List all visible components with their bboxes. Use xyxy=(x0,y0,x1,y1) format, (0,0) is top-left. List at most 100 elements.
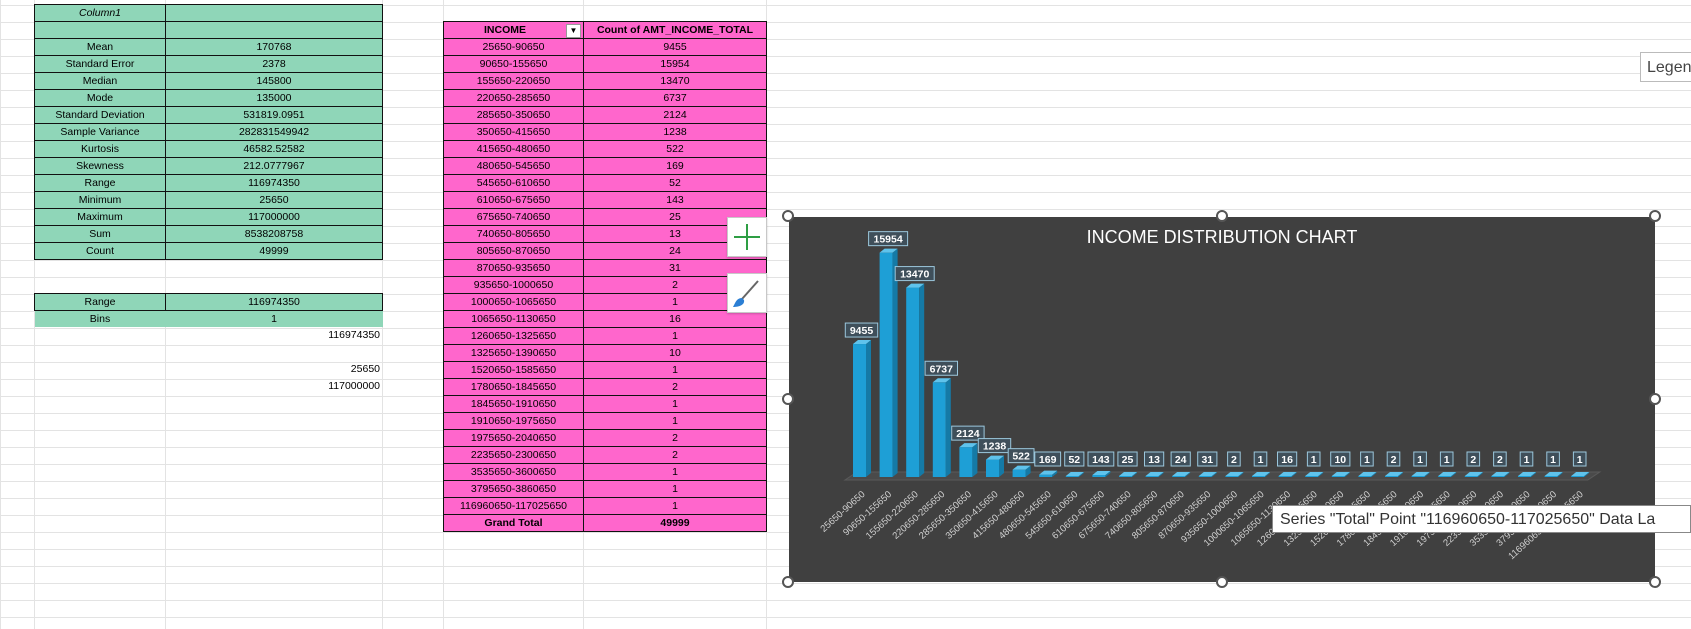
stats-value[interactable]: 135000 xyxy=(165,89,383,107)
bar[interactable] xyxy=(1039,470,1058,477)
stats-value[interactable]: 49999 xyxy=(165,242,383,260)
pivot-count[interactable]: 52 xyxy=(583,174,767,192)
pivot-bin[interactable]: 2235650-2300650 xyxy=(443,446,584,464)
stats-label[interactable]: Maximum xyxy=(34,208,166,226)
pivot-count[interactable]: 10 xyxy=(583,344,767,362)
bar[interactable] xyxy=(1385,472,1403,477)
pivot-count[interactable]: 25 xyxy=(583,208,767,226)
resize-handle[interactable] xyxy=(782,576,794,588)
stats-label[interactable]: Skewness xyxy=(34,157,166,175)
stats-label[interactable]: Sum xyxy=(34,225,166,243)
stats-value[interactable]: 531819.0951 xyxy=(165,106,383,124)
pivot-bin[interactable]: 116960650-117025650 xyxy=(443,497,584,515)
pivot-bin[interactable]: 155650-220650 xyxy=(443,72,584,90)
pivot-bin[interactable]: 1975650-2040650 xyxy=(443,429,584,447)
pivot-bin[interactable]: 675650-740650 xyxy=(443,208,584,226)
pivot-bin[interactable]: 285650-350650 xyxy=(443,106,584,124)
bar[interactable] xyxy=(1012,465,1031,477)
stats-label[interactable]: Range xyxy=(34,174,166,192)
pivot-bin[interactable]: 805650-870650 xyxy=(443,242,584,260)
stats-value[interactable]: 282831549942 xyxy=(165,123,383,141)
data-label[interactable]: 2 xyxy=(1493,451,1507,467)
range-value[interactable]: 116974350 xyxy=(165,293,383,311)
data-label[interactable]: 25 xyxy=(1117,451,1138,467)
resize-handle[interactable] xyxy=(1649,210,1661,222)
bins-value[interactable]: 1 xyxy=(165,310,383,327)
data-label[interactable]: 1238 xyxy=(977,438,1012,454)
bar[interactable] xyxy=(1544,472,1563,477)
pivot-count[interactable]: 522 xyxy=(583,140,767,158)
bar[interactable] xyxy=(1119,472,1137,477)
pivot-bin[interactable]: 1000650-1065650 xyxy=(443,293,584,311)
bar[interactable] xyxy=(1145,472,1164,477)
stats-label[interactable]: Count xyxy=(34,242,166,260)
pivot-count[interactable]: 1 xyxy=(583,361,767,379)
pivot-count[interactable]: 2 xyxy=(583,446,767,464)
stats-header-empty[interactable] xyxy=(165,4,383,22)
pivot-bin[interactable]: 1520650-1585650 xyxy=(443,361,584,379)
stats-label[interactable]: Mean xyxy=(34,38,166,56)
stats-value[interactable]: 8538208758 xyxy=(165,225,383,243)
bar[interactable] xyxy=(879,248,898,477)
bar[interactable] xyxy=(1571,472,1590,477)
data-label[interactable]: 24 xyxy=(1170,451,1191,467)
bar[interactable] xyxy=(1464,472,1483,477)
pivot-bin[interactable]: 90650-155650 xyxy=(443,55,584,73)
empty-cell[interactable] xyxy=(34,21,166,39)
pivot-count[interactable]: 1 xyxy=(583,480,767,498)
pivot-count[interactable]: 2 xyxy=(583,429,767,447)
bar[interactable] xyxy=(1438,472,1457,477)
bar[interactable] xyxy=(1331,472,1350,477)
data-label[interactable]: 10 xyxy=(1330,451,1351,467)
bar[interactable] xyxy=(1198,472,1217,477)
pivot-count-header[interactable]: Count of AMT_INCOME_TOTAL xyxy=(583,21,767,39)
pivot-bin[interactable]: 3535650-3600650 xyxy=(443,463,584,481)
pivot-bin[interactable]: 870650-935650 xyxy=(443,259,584,277)
data-label[interactable]: 13 xyxy=(1144,451,1165,467)
pivot-count[interactable]: 1238 xyxy=(583,123,767,141)
data-label[interactable]: 31 xyxy=(1197,451,1218,467)
pivot-bin[interactable]: 610650-675650 xyxy=(443,191,584,209)
bar[interactable] xyxy=(932,378,951,477)
bar[interactable] xyxy=(1518,472,1536,477)
pivot-count[interactable]: 9455 xyxy=(583,38,767,56)
pivot-bin[interactable]: 1910650-1975650 xyxy=(443,412,584,430)
bar[interactable] xyxy=(853,340,871,477)
pivot-bin[interactable]: 25650-90650 xyxy=(443,38,584,56)
data-label[interactable]: 1 xyxy=(1413,451,1427,467)
stats-header[interactable]: Column1 xyxy=(34,4,166,22)
pivot-bin[interactable]: 1780650-1845650 xyxy=(443,378,584,396)
data-label[interactable]: 13470 xyxy=(894,266,935,282)
pivot-bin[interactable]: 935650-1000650 xyxy=(443,276,584,294)
filter-dropdown-icon[interactable]: ▼ xyxy=(566,23,581,38)
pivot-bin[interactable]: 480650-545650 xyxy=(443,157,584,175)
stats-label[interactable]: Sample Variance xyxy=(34,123,166,141)
pivot-count[interactable]: 143 xyxy=(583,191,767,209)
pivot-income-header[interactable]: INCOME ▼ xyxy=(443,21,584,39)
pivot-count[interactable]: 16 xyxy=(583,310,767,328)
data-label[interactable]: 169 xyxy=(1034,451,1062,467)
pivot-count[interactable]: 169 xyxy=(583,157,767,175)
range-cell[interactable]: 116974350 xyxy=(328,329,380,341)
pivot-count[interactable]: 2 xyxy=(583,378,767,396)
bar[interactable] xyxy=(1411,472,1430,477)
resize-handle[interactable] xyxy=(1649,393,1661,405)
resize-handle[interactable] xyxy=(782,210,794,222)
pivot-count[interactable]: 1 xyxy=(583,327,767,345)
data-label[interactable]: 1 xyxy=(1572,451,1587,467)
pivot-bin[interactable]: 545650-610650 xyxy=(443,174,584,192)
stats-label[interactable]: Kurtosis xyxy=(34,140,166,158)
pivot-bin[interactable]: 1260650-1325650 xyxy=(443,327,584,345)
pivot-bin[interactable]: 740650-805650 xyxy=(443,225,584,243)
pivot-count[interactable]: 1 xyxy=(583,463,767,481)
pivot-count[interactable]: 2124 xyxy=(583,106,767,124)
bar[interactable] xyxy=(1358,472,1377,477)
pivot-count[interactable]: 13470 xyxy=(583,72,767,90)
bar[interactable] xyxy=(986,455,1004,477)
stats-value[interactable]: 117000000 xyxy=(165,208,383,226)
pivot-bin[interactable]: 415650-480650 xyxy=(443,140,584,158)
pivot-bin[interactable]: 1325650-1390650 xyxy=(443,344,584,362)
stats-value[interactable]: 2378 xyxy=(165,55,383,73)
pivot-count[interactable]: 1 xyxy=(583,395,767,413)
pivot-bin[interactable]: 220650-285650 xyxy=(443,89,584,107)
